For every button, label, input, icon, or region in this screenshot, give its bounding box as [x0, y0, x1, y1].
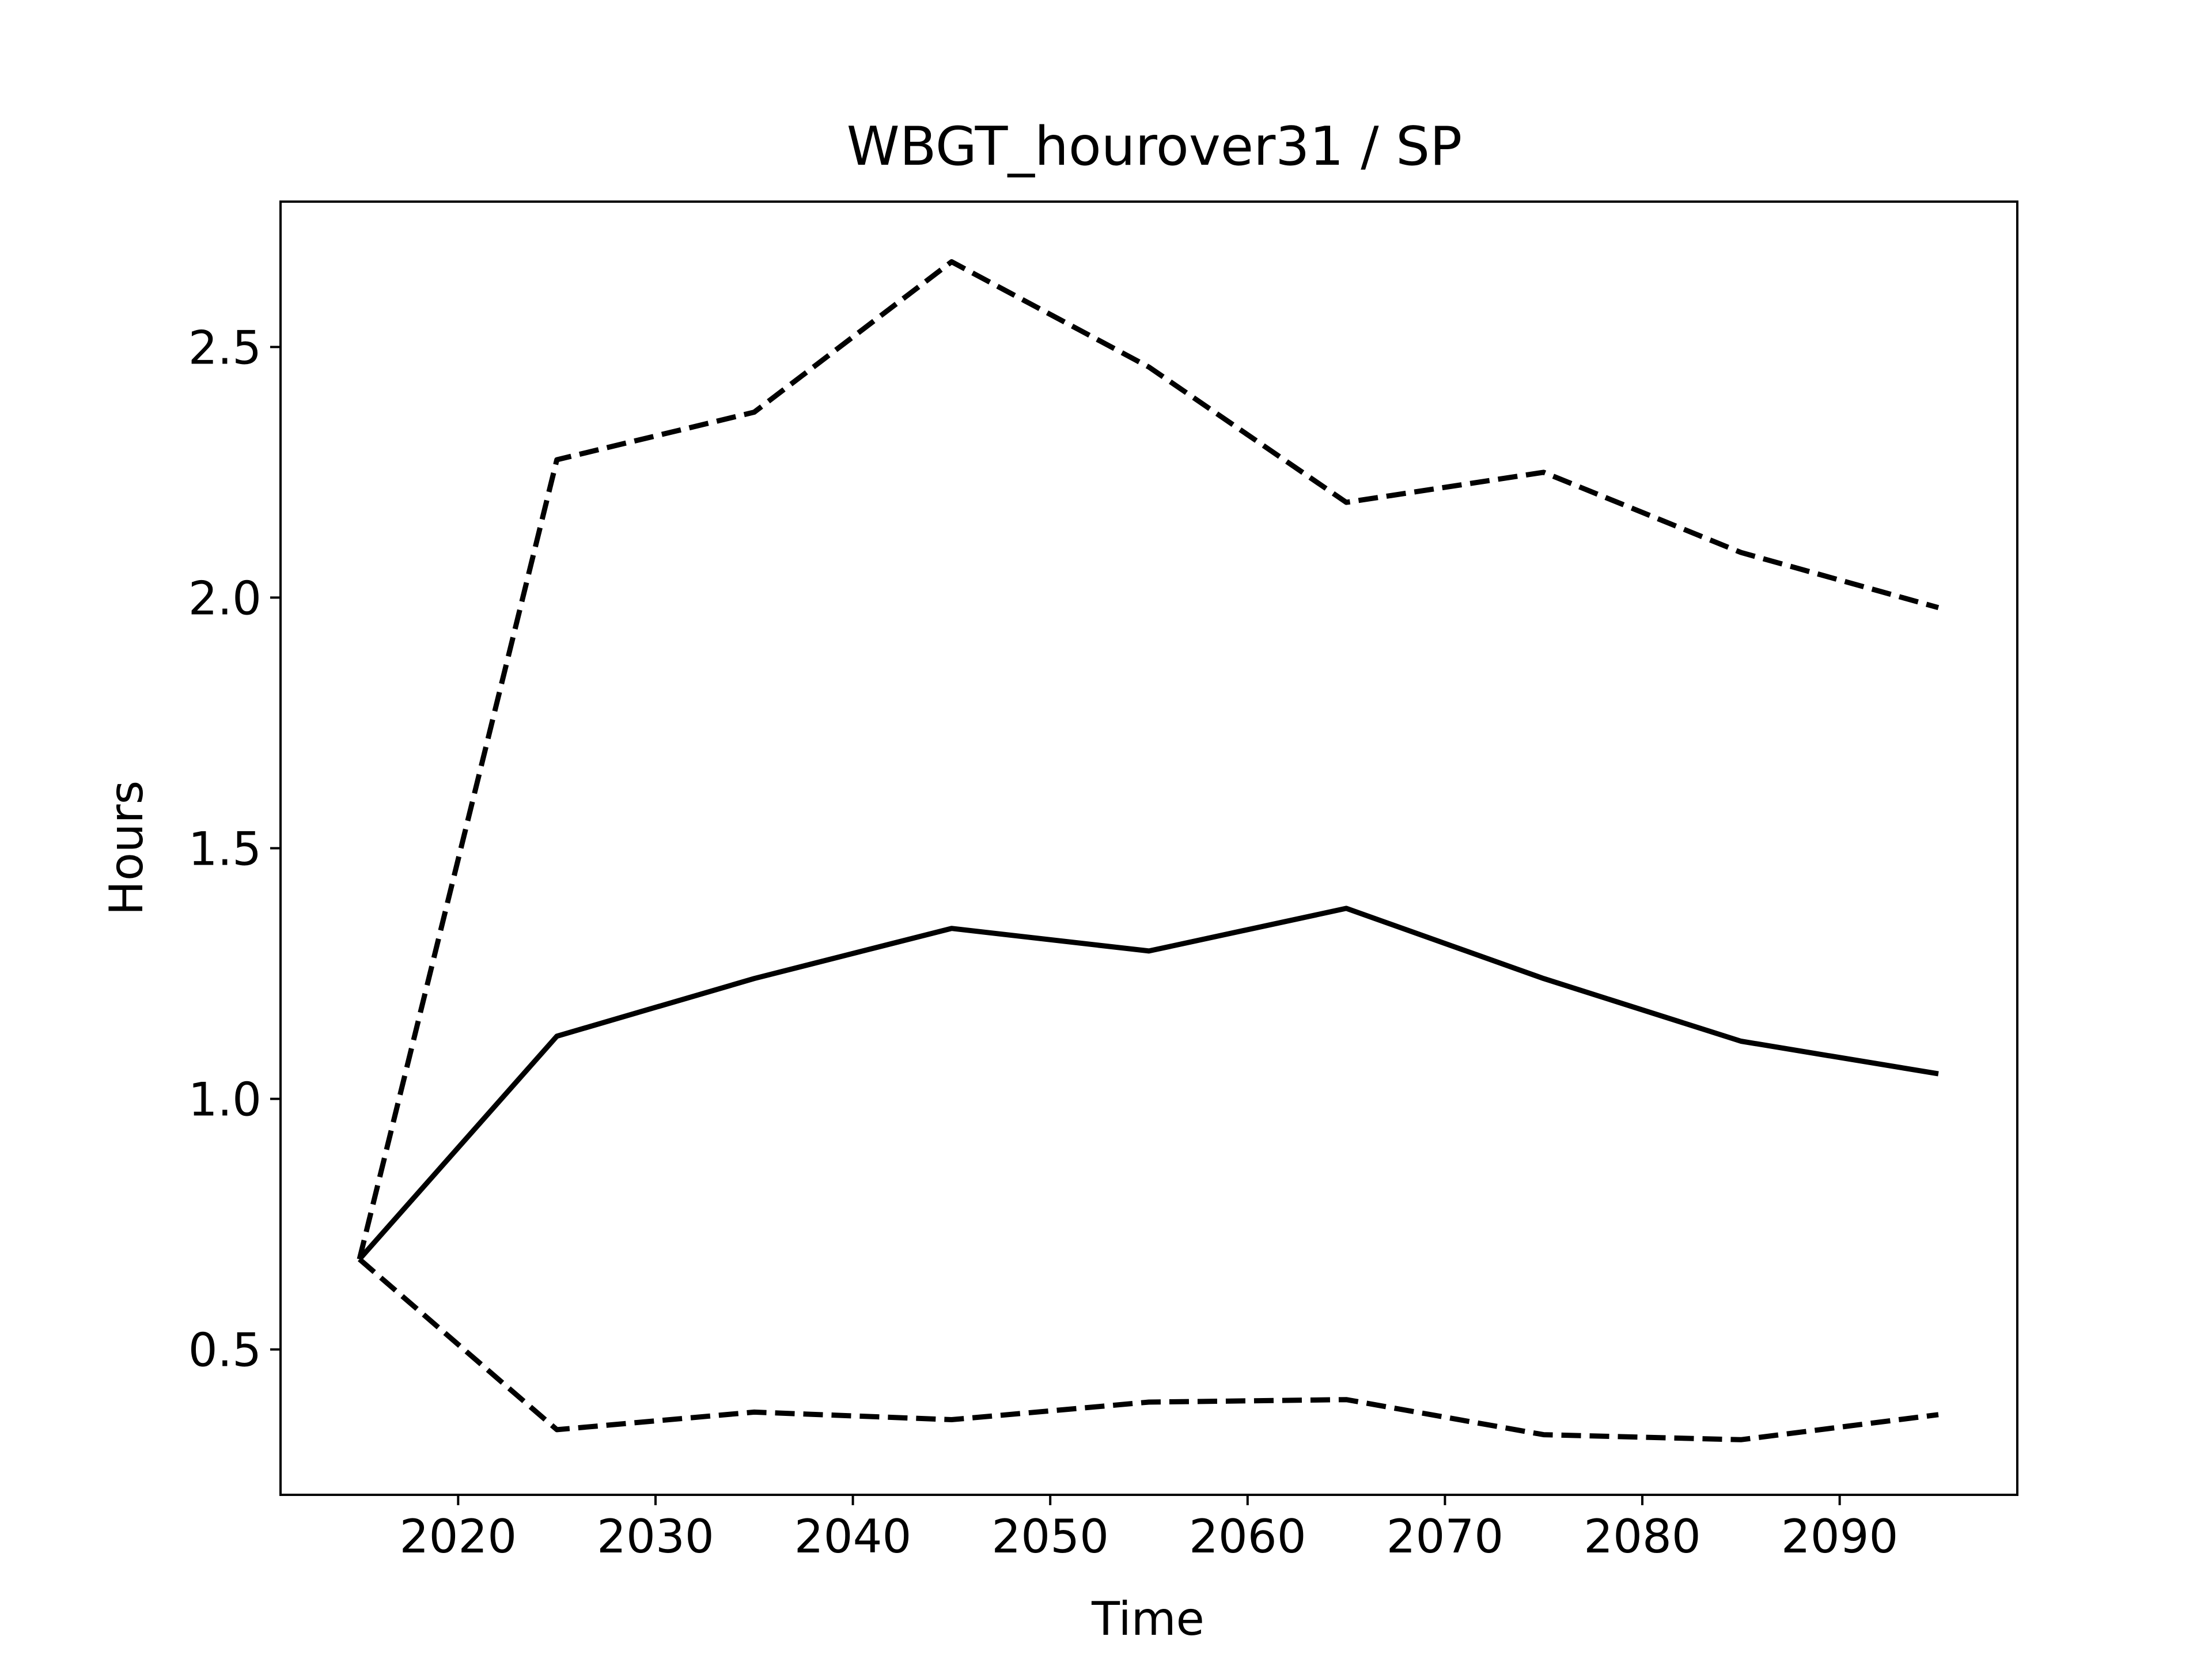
y-axis-label: Hours: [100, 781, 153, 915]
series-line-2-dashed: [357, 259, 1940, 1260]
x-tick-label: 2080: [1584, 1510, 1701, 1563]
y-tick-label: 2.5: [188, 321, 262, 374]
y-tick-label: 1.5: [188, 823, 262, 876]
chart-title: WBGT_hourover31 / SP: [847, 115, 1462, 177]
plot-frame: [279, 200, 2018, 1496]
x-tick-label: 2040: [794, 1510, 912, 1563]
series-line-1-solid: [357, 906, 1939, 1261]
x-axis-ticks: 2020 2030 2040 2050 2060 2070 2080 2090: [400, 1495, 1899, 1563]
y-axis-ticks: 0.5 1.0 1.5 2.0 2.5: [188, 321, 281, 1377]
x-tick-label: 2020: [400, 1510, 517, 1563]
x-axis-label: Time: [1091, 1592, 1205, 1646]
x-tick-label: 2050: [991, 1510, 1109, 1563]
series-line-3-dashed: [358, 1257, 1939, 1442]
y-tick-label: 1.0: [188, 1073, 262, 1127]
x-tick-label: 2090: [1781, 1510, 1899, 1563]
y-tick-label: 2.0: [188, 571, 262, 625]
plot-lines: [357, 259, 1940, 1442]
x-tick-label: 2070: [1387, 1510, 1504, 1563]
x-tick-label: 2030: [597, 1510, 714, 1563]
x-tick-label: 2060: [1189, 1510, 1306, 1563]
y-tick-label: 0.5: [188, 1324, 262, 1377]
